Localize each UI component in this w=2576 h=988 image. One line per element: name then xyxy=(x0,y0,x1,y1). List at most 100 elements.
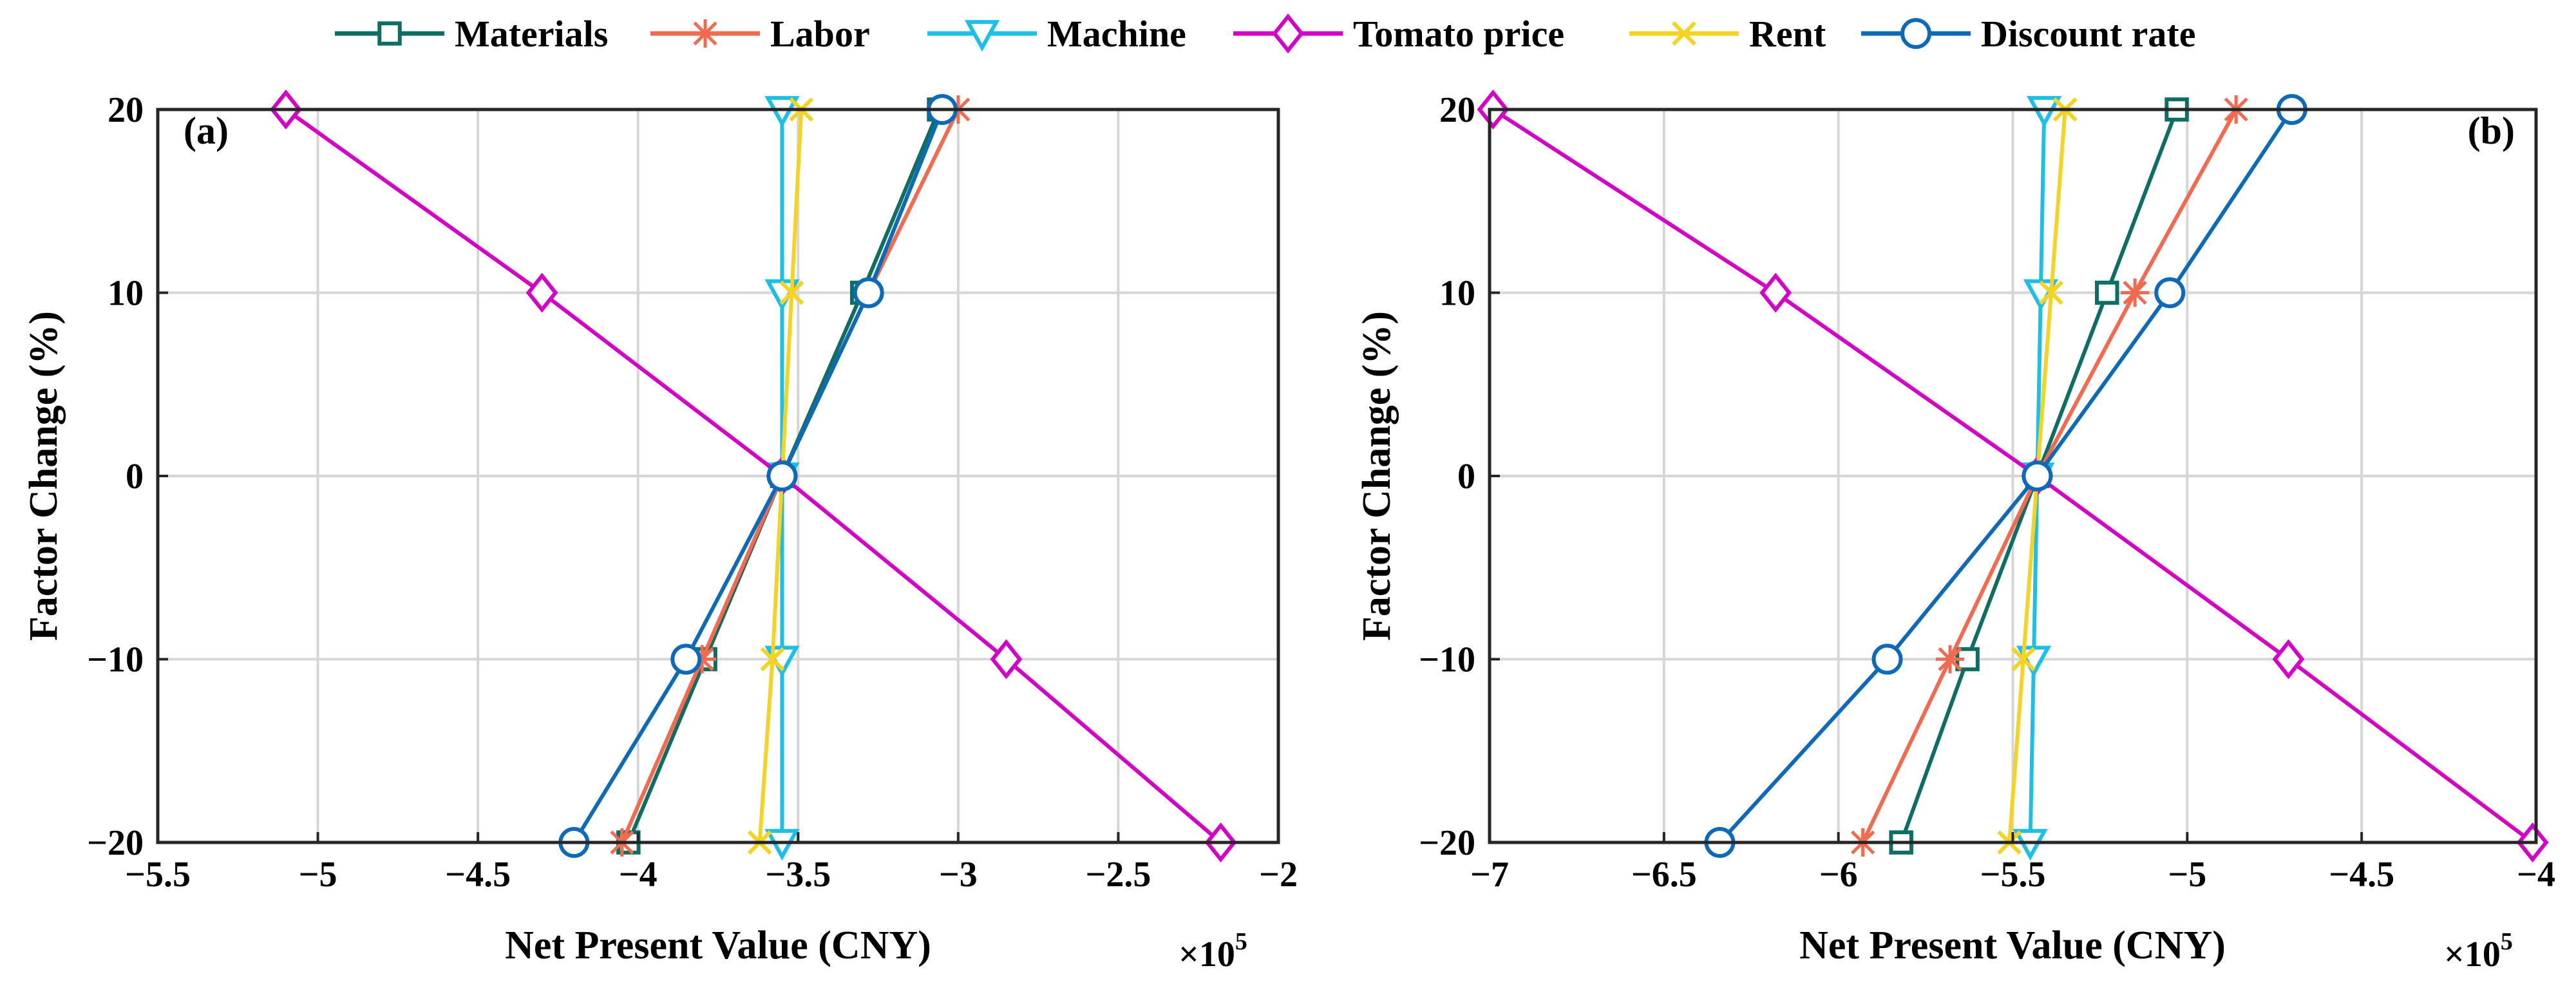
panel-a-x-exponent: ×105 xyxy=(1179,928,1247,974)
panel-a-x-tick-label: −2 xyxy=(1259,855,1298,895)
legend-marker-rent xyxy=(1672,21,1696,46)
panel-b-y-tick-label: −20 xyxy=(1419,823,1475,863)
legend-entry-tomato-price: Tomato price xyxy=(1233,13,1564,55)
panel-a-x-tick-label: −5 xyxy=(299,855,337,895)
panel-b-point-rent xyxy=(2011,647,2036,672)
panel-b-x-tick-label: −6.5 xyxy=(1631,855,1697,895)
legend-entry-discount-rate: Discount rate xyxy=(1861,13,2195,55)
panel-b-marker-labor xyxy=(2121,278,2150,307)
panel-a-marker-discount-rate xyxy=(853,277,884,309)
panel-b-x-tick-label: −4 xyxy=(2517,855,2555,895)
panel-a-grid xyxy=(158,109,1278,842)
panel-a-point-discount-rate xyxy=(853,277,884,309)
panel-a-point-rent xyxy=(779,280,804,305)
panel-b-point-discount-rate xyxy=(1871,643,1903,675)
panel-b-point-labor xyxy=(1935,645,1965,674)
legend-label-tomato-price: Tomato price xyxy=(1353,13,1564,55)
panel-a-point-tomato-price xyxy=(990,639,1023,679)
panel-a-marker-tomato-price xyxy=(526,272,558,313)
panel-b-grid xyxy=(1490,109,2536,842)
panel-a-x-tick-label: −3 xyxy=(939,855,978,895)
panel-a-point-tomato-price xyxy=(526,272,558,313)
panel-b-marker-rent xyxy=(2011,647,2036,672)
panel-a-point-discount-rate xyxy=(766,461,798,491)
legend-marker-shape-materials xyxy=(377,21,402,46)
panel-a-y-axis-label: Factor Change (%) xyxy=(22,311,66,641)
panel-b-label: (b) xyxy=(2468,109,2515,152)
panel-a-point-rent xyxy=(760,647,785,672)
panel-b-x-tick-label: −6 xyxy=(1819,855,1858,895)
panel-a-point-discount-rate xyxy=(670,643,702,675)
panel-a-x-tick-label: −2.5 xyxy=(1085,855,1151,895)
panel-a-marker-discount-rate xyxy=(670,643,702,675)
legend-marker-discount-rate xyxy=(1900,18,1931,49)
legend-marker-shape-labor xyxy=(690,19,720,48)
panel-b-marker-tomato-price xyxy=(2272,639,2305,679)
panel-b-marker-tomato-price xyxy=(1759,272,1792,313)
legend-label-rent: Rent xyxy=(1749,13,1826,55)
panel-b-marker-labor xyxy=(1935,645,1965,674)
panel-a-y-tick-label: −10 xyxy=(87,640,144,680)
panel-b-marker-discount-rate xyxy=(2154,277,2186,309)
legend-marker-labor xyxy=(690,19,720,48)
panel-a-marker-rent xyxy=(779,280,804,305)
panel-b-point-tomato-price xyxy=(2272,639,2305,679)
panel-b: −7 −6.5 −6 −5.5 −5 −4.5 −4 −20 −10 0 10 20 (b) Net … xyxy=(1355,89,2555,974)
legend-marker-shape-rent xyxy=(1672,21,1696,46)
panel-b-marker-discount-rate xyxy=(2022,461,2053,491)
legend-label-materials: Materials xyxy=(455,13,608,55)
panel-b-series xyxy=(1477,89,2549,863)
panel-a-y-tick-label: 20 xyxy=(108,90,144,130)
panel-b-point-discount-rate xyxy=(2154,277,2186,309)
legend-marker-shape-discount-rate xyxy=(1900,18,1931,49)
legend: Materials Labor Machine Tomato price Ren… xyxy=(335,13,2195,55)
legend-marker-tomato-price xyxy=(1272,13,1304,54)
panel-a-marker-discount-rate xyxy=(766,461,798,491)
panel-a-y-tick-label: 10 xyxy=(108,274,144,314)
panel-a-y-tick-label: −20 xyxy=(87,823,144,863)
legend-label-discount-rate: Discount rate xyxy=(1981,13,2195,55)
panel-a-marker-labor xyxy=(688,645,717,674)
panel-b-y-axis-label: Factor Change (%) xyxy=(1355,311,1399,641)
panel-a-point-labor xyxy=(688,645,717,674)
panel-a-x-tick-label: −4 xyxy=(619,855,658,895)
panel-b-marker-materials xyxy=(2095,280,2119,305)
panel-b-point-labor xyxy=(2121,278,2150,307)
panel-a-label: (a) xyxy=(184,109,229,152)
panel-a-y-tick-label: 0 xyxy=(126,457,144,497)
legend-marker-shape-tomato-price xyxy=(1272,13,1304,54)
legend-label-machine: Machine xyxy=(1047,13,1186,55)
legend-marker-shape-machine xyxy=(964,20,1000,52)
panel-a-x-tick-label: −5.5 xyxy=(125,855,191,895)
panel-a-marker-rent xyxy=(760,647,785,672)
panel-b-x-tick-label: −5 xyxy=(2168,855,2206,895)
panel-b-x-exponent: ×105 xyxy=(2444,928,2513,974)
panel-b-marker-discount-rate xyxy=(1871,643,1903,675)
panel-b-point-discount-rate xyxy=(2022,461,2053,491)
panel-b-y-tick-label: −10 xyxy=(1419,640,1475,680)
panel-b-y-tick-label: 20 xyxy=(1439,90,1475,130)
legend-label-labor: Labor xyxy=(770,13,870,55)
panel-b-point-rent xyxy=(2039,280,2064,305)
legend-entry-rent: Rent xyxy=(1629,13,1826,55)
panel-b-point-tomato-price xyxy=(1759,272,1792,313)
panel-b-x-tick-label: −7 xyxy=(1470,855,1509,895)
panel-a-ticks: −5.5 −5 −4.5 −4 −3.5 −3 −2.5 −2 −20 −10 0 10 20 xyxy=(87,90,1298,895)
panel-b-x-axis-label: Net Present Value (CNY) xyxy=(1799,924,2226,967)
panel-a-series-discount-rate xyxy=(558,94,958,858)
legend-marker-machine xyxy=(964,20,1000,52)
panel-a-series xyxy=(270,89,1237,863)
legend-entry-materials: Materials xyxy=(335,13,608,55)
panel-b-x-tick-label: −4.5 xyxy=(2329,855,2394,895)
panel-b-marker-rent xyxy=(2039,280,2064,305)
panel-a-x-tick-label: −3.5 xyxy=(765,855,831,895)
panel-b-x-tick-label: −5.5 xyxy=(1980,855,2046,895)
panel-a-marker-tomato-price xyxy=(990,639,1023,679)
panel-b-y-tick-label: 10 xyxy=(1439,274,1475,314)
panel-a-x-axis-label: Net Present Value (CNY) xyxy=(505,924,931,967)
legend-entry-machine: Machine xyxy=(927,13,1186,55)
panel-b-point-materials xyxy=(2095,280,2119,305)
